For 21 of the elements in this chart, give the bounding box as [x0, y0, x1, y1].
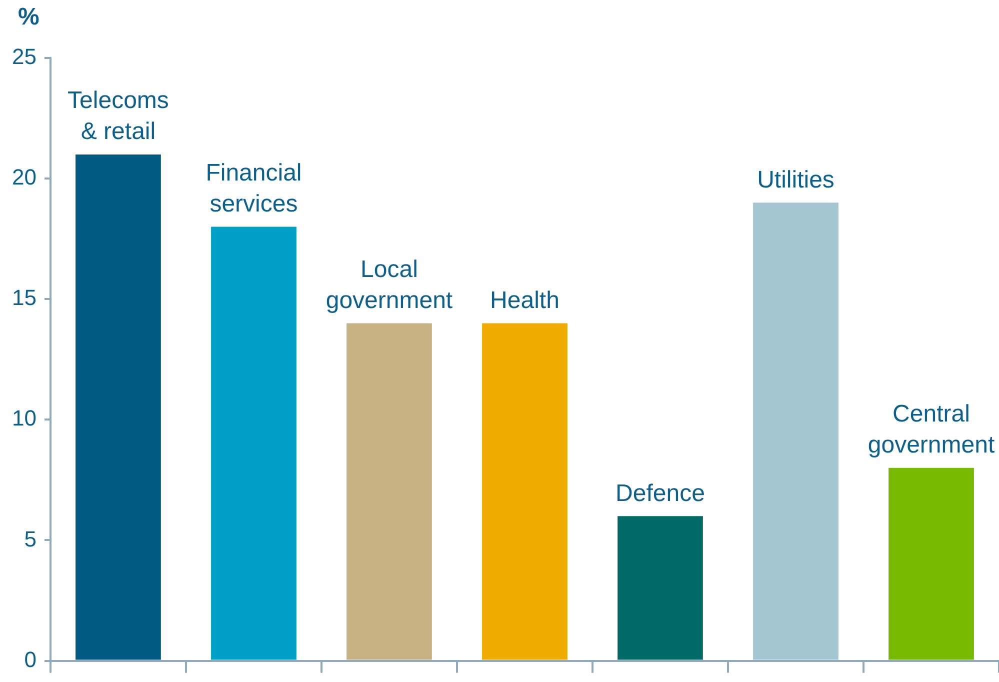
y-tick-label: 15: [12, 285, 36, 310]
bar: [618, 516, 703, 660]
x-tick-label: Utilities: [757, 166, 834, 194]
bar: [888, 468, 974, 660]
x-tick-label: Financial services: [206, 159, 302, 218]
x-tick-label: Health: [490, 286, 560, 314]
y-tick-label: 10: [12, 406, 36, 431]
bar: [482, 323, 568, 660]
bar: [211, 226, 296, 660]
y-tick-label: 5: [24, 526, 36, 552]
bar: [753, 202, 838, 660]
y-axis-title: %: [18, 4, 40, 31]
x-tick-label: Central government: [868, 400, 995, 459]
bar: [346, 323, 432, 660]
y-tick-label: 20: [12, 164, 36, 190]
x-tick-label: Local government: [326, 256, 453, 314]
x-tick-label: Telecoms & retail: [68, 87, 169, 146]
x-tick-label: Defence: [616, 480, 705, 507]
y-tick-label: 25: [12, 44, 36, 70]
y-tick-label: 0: [24, 646, 36, 672]
bar: [76, 154, 161, 660]
